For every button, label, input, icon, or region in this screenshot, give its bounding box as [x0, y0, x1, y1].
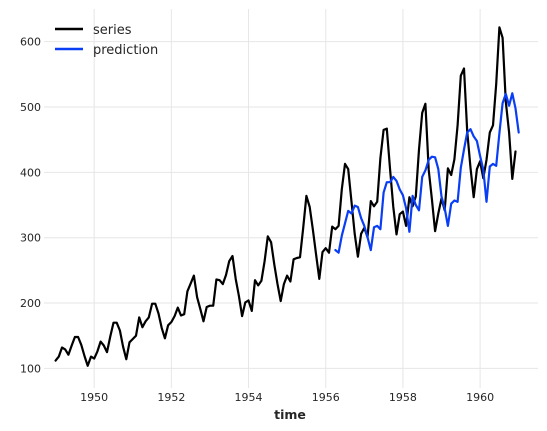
y-tick-label: 500	[20, 101, 41, 114]
y-tick-label: 400	[20, 166, 41, 179]
y-tick-label: 200	[20, 297, 41, 310]
x-tick-label: 1954	[235, 391, 263, 404]
x-tick-label: 1956	[312, 391, 340, 404]
x-tick-label: 1960	[466, 391, 494, 404]
legend-label-series: series	[93, 23, 132, 38]
y-tick-label: 600	[20, 36, 41, 49]
y-tick-label: 300	[20, 232, 41, 245]
x-tick-label: 1950	[80, 391, 108, 404]
series-line	[54, 26, 517, 367]
series-lines	[54, 26, 520, 367]
legend: series prediction	[55, 23, 158, 58]
grid-lines	[44, 9, 538, 388]
x-tick-label: 1958	[389, 391, 417, 404]
x-tick-label: 1952	[157, 391, 185, 404]
x-tick-labels: 1950 1952 1954 1956 1958 1960	[80, 391, 494, 404]
legend-label-prediction: prediction	[93, 43, 158, 58]
y-tick-labels: 100 200 300 400 500 600	[20, 36, 41, 376]
prediction-line	[334, 92, 520, 254]
x-axis-title: time	[274, 407, 306, 422]
y-tick-label: 100	[20, 362, 41, 375]
